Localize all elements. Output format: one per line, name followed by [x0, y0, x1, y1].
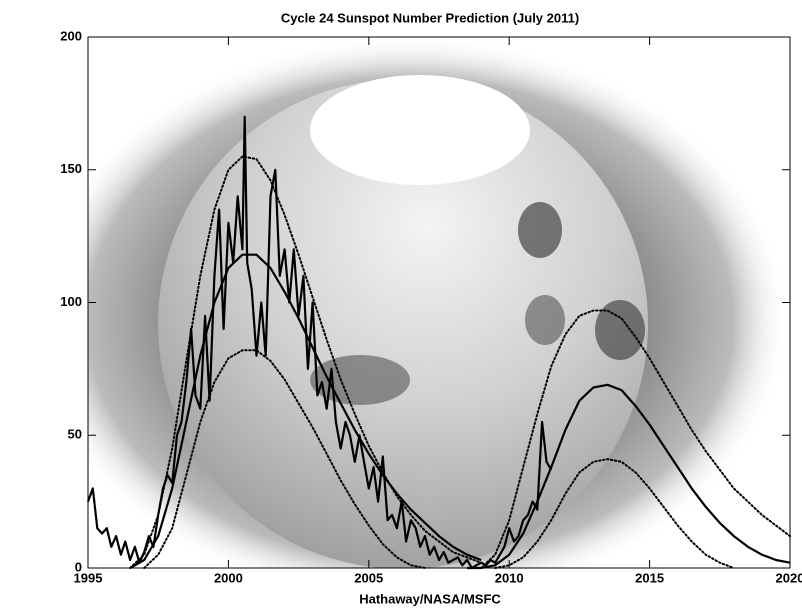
y-tick-label: 100 — [60, 294, 82, 309]
y-tick-label: 50 — [68, 427, 82, 442]
y-tick-label: 150 — [60, 161, 82, 176]
y-tick-label: 200 — [60, 28, 82, 43]
x-axis-label: Hathaway/NASA/MSFC — [359, 591, 501, 606]
chart-title: Cycle 24 Sunspot Number Prediction (July… — [281, 10, 579, 25]
x-tick-label: 2015 — [635, 570, 664, 585]
sun-image — [30, 35, 790, 605]
x-tick-label: 2005 — [354, 570, 383, 585]
x-tick-label: 2000 — [214, 570, 243, 585]
x-tick-label: 1995 — [74, 570, 103, 585]
chart: Cycle 24 Sunspot Number Prediction (July… — [0, 0, 802, 609]
x-tick-label: 2020 — [776, 570, 802, 585]
x-tick-label: 2010 — [495, 570, 524, 585]
